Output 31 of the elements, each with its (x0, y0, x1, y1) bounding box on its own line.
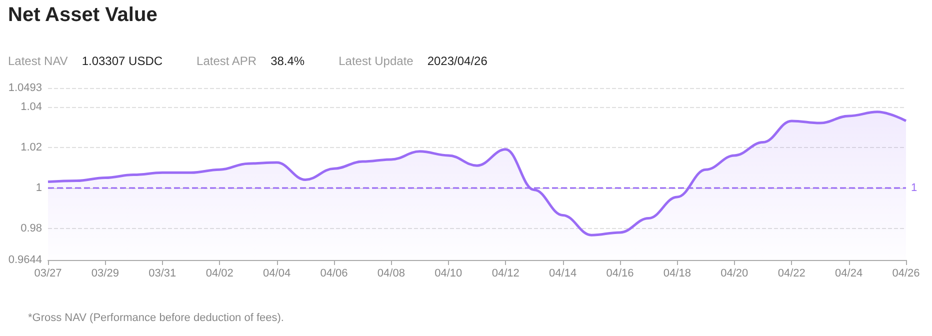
x-tick-label: 03/29 (91, 268, 119, 280)
x-tick-label: 04/20 (720, 268, 748, 280)
x-tick-label: 04/12 (492, 268, 520, 280)
text: 38.4% (270, 54, 305, 68)
text: 1.03307 USDC (82, 54, 163, 68)
x-tick-label: 04/10 (434, 268, 462, 280)
x-tick-label: 04/18 (663, 268, 691, 280)
y-tick-label: 1.0493 (8, 82, 42, 94)
text: 2023/04/26 (427, 54, 488, 68)
x-tick-label: 04/04 (263, 268, 291, 280)
x-tick-label: 04/16 (606, 268, 634, 280)
x-tick-label: 03/27 (34, 268, 62, 280)
y-tick-label: 1.02 (20, 141, 42, 154)
x-tick-label: 04/02 (206, 268, 234, 280)
x-tick-label: 04/26 (892, 268, 920, 280)
text: Latest Update (338, 54, 414, 68)
text: *Gross NAV (Performance before deduction of fees). (28, 312, 284, 324)
y-tick-label: 0.9644 (8, 254, 42, 266)
x-tick-label: 04/24 (835, 268, 863, 280)
text: Latest APR (196, 54, 257, 68)
ref-line-label: 1 (911, 182, 918, 194)
x-tick-label: 04/14 (549, 268, 577, 280)
y-tick-label: 0.98 (20, 222, 42, 234)
text: Latest NAV (8, 54, 68, 68)
x-tick-label: 04/08 (377, 268, 405, 280)
y-tick-label: 1 (36, 182, 42, 194)
chart-title: Net Asset Value (8, 4, 158, 27)
y-tick-label: 1.04 (20, 100, 42, 113)
x-tick-label: 04/06 (320, 268, 348, 280)
x-tick-label: 04/22 (778, 268, 806, 280)
x-tick-label: 03/31 (148, 268, 176, 280)
